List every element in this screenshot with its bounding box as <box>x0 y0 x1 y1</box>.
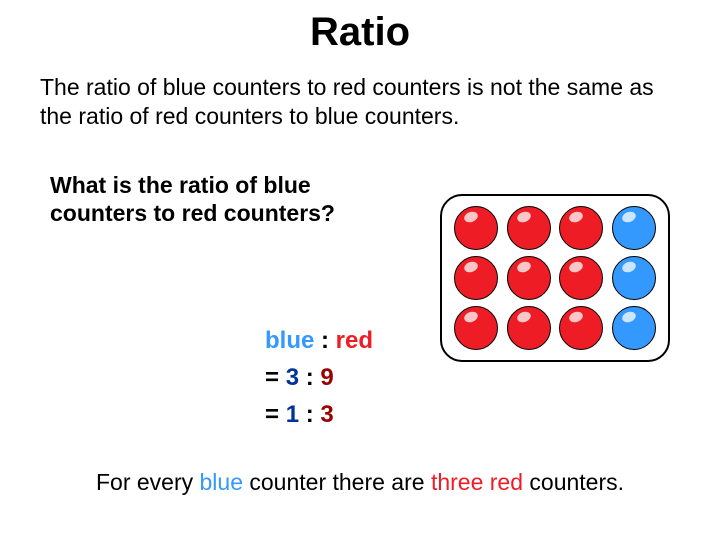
blue-counter <box>612 306 656 350</box>
conclusion-text: For every blue counter there are three r… <box>0 469 720 496</box>
red-counter <box>454 306 498 350</box>
conclusion-red: three red <box>431 469 529 495</box>
conclusion-p5: counters. <box>529 469 624 495</box>
ratio-val-b: 9 <box>320 364 333 391</box>
eq: = <box>265 401 286 428</box>
red-counter <box>507 306 551 350</box>
ratio-val-b: 3 <box>320 401 333 428</box>
ratio-val-a: 3 <box>286 364 299 391</box>
red-counter <box>559 256 603 300</box>
intro-text: The ratio of blue counters to red counte… <box>40 73 680 131</box>
ratio-block: blue : red = 3 : 9 = 1 : 3 <box>265 322 373 434</box>
red-counter <box>454 256 498 300</box>
red-counter <box>559 206 603 250</box>
question-text: What is the ratio of blue counters to re… <box>50 171 360 229</box>
eq: = <box>265 364 286 391</box>
ratio-line-3: = 1 : 3 <box>265 396 373 433</box>
conclusion-p3: counter there are <box>249 469 431 495</box>
ratio-sep: : <box>299 401 320 428</box>
red-counter <box>507 206 551 250</box>
ratio-red-label: red <box>336 327 373 354</box>
ratio-blue-label: blue <box>265 327 314 354</box>
conclusion-p1: For every <box>96 469 200 495</box>
red-counter <box>507 256 551 300</box>
ratio-sep: : <box>314 327 335 354</box>
ratio-labels: blue : red <box>265 322 373 359</box>
ratio-val-a: 1 <box>286 401 299 428</box>
conclusion-blue: blue <box>200 469 250 495</box>
counter-grid <box>440 194 670 362</box>
blue-counter <box>612 206 656 250</box>
ratio-line-2: = 3 : 9 <box>265 359 373 396</box>
page-title: Ratio <box>0 10 720 55</box>
red-counter <box>454 206 498 250</box>
red-counter <box>559 306 603 350</box>
ratio-sep: : <box>299 364 320 391</box>
blue-counter <box>612 256 656 300</box>
